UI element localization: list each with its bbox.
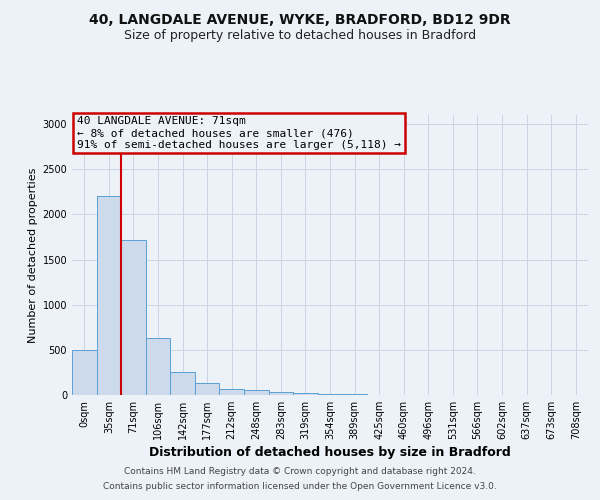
- Text: Contains HM Land Registry data © Crown copyright and database right 2024.: Contains HM Land Registry data © Crown c…: [124, 467, 476, 476]
- Text: 40, LANGDALE AVENUE, WYKE, BRADFORD, BD12 9DR: 40, LANGDALE AVENUE, WYKE, BRADFORD, BD1…: [89, 12, 511, 26]
- Bar: [195, 384, 220, 395]
- Bar: [72, 350, 97, 395]
- Text: 40 LANGDALE AVENUE: 71sqm
← 8% of detached houses are smaller (476)
91% of semi-: 40 LANGDALE AVENUE: 71sqm ← 8% of detach…: [77, 116, 401, 150]
- X-axis label: Distribution of detached houses by size in Bradford: Distribution of detached houses by size …: [149, 446, 511, 459]
- Bar: [342, 394, 367, 395]
- Bar: [269, 392, 293, 395]
- Text: Contains public sector information licensed under the Open Government Licence v3: Contains public sector information licen…: [103, 482, 497, 491]
- Y-axis label: Number of detached properties: Number of detached properties: [28, 168, 38, 342]
- Bar: [244, 390, 269, 395]
- Bar: [121, 240, 146, 395]
- Bar: [170, 372, 195, 395]
- Bar: [318, 394, 342, 395]
- Bar: [293, 393, 318, 395]
- Bar: [220, 388, 244, 395]
- Bar: [146, 338, 170, 395]
- Bar: [97, 196, 121, 395]
- Text: Size of property relative to detached houses in Bradford: Size of property relative to detached ho…: [124, 29, 476, 42]
